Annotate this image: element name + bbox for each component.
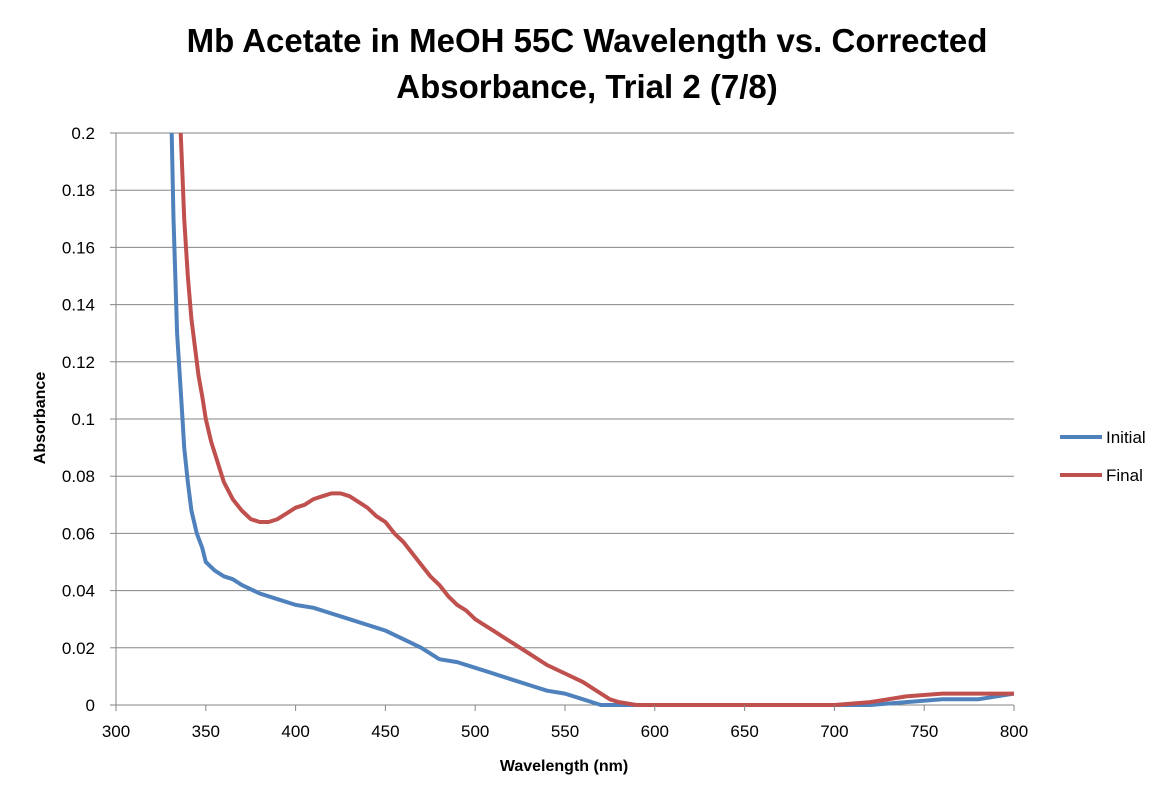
x-axis-ticks: 300 350 400 450 500 550 600 650 700 750 800: [102, 705, 1028, 741]
x-tick-label-2: 400: [281, 722, 309, 741]
y-axis-ticks: 0 0.02 0.04 0.06 0.08 0.1 0.12 0.14 0.16 0.18 0.2: [62, 124, 116, 715]
y-tick-label-4: 0.08: [62, 467, 95, 486]
x-tick-label-4: 500: [461, 722, 489, 741]
x-tick-label-8: 700: [820, 722, 848, 741]
y-tick-label-7: 0.14: [62, 296, 95, 315]
y-tick-label-6: 0.12: [62, 353, 95, 372]
x-tick-label-3: 450: [371, 722, 399, 741]
x-tick-label-1: 350: [192, 722, 220, 741]
y-tick-label-10: 0.2: [71, 124, 95, 143]
legend-label-initial: Initial: [1106, 428, 1146, 447]
series-line-final: [178, 133, 1014, 707]
plot-area: [169, 133, 1014, 707]
gridlines: [116, 132, 1014, 649]
legend-label-final: Final: [1106, 466, 1143, 485]
x-tick-label-0: 300: [102, 722, 130, 741]
x-tick-label-6: 600: [641, 722, 669, 741]
chart-title-line-1: Mb Acetate in MeOH 55C Wavelength vs. Co…: [187, 22, 988, 59]
y-tick-label-0: 0: [86, 696, 95, 715]
x-tick-label-10: 800: [1000, 722, 1028, 741]
x-tick-label-9: 750: [910, 722, 938, 741]
x-tick-label-5: 550: [551, 722, 579, 741]
y-tick-label-3: 0.06: [62, 524, 95, 543]
legend: Initial Final: [1060, 428, 1146, 485]
y-tick-label-1: 0.02: [62, 639, 95, 658]
y-tick-label-2: 0.04: [62, 582, 95, 601]
chart-title-line-2: Absorbance, Trial 2 (7/8): [396, 68, 777, 105]
x-axis-label: Wavelength (nm): [500, 758, 628, 775]
x-tick-label-7: 650: [730, 722, 758, 741]
y-tick-label-8: 0.16: [62, 238, 95, 257]
y-axis-label: Absorbance: [32, 372, 49, 465]
y-tick-label-9: 0.18: [62, 181, 95, 200]
y-tick-label-5: 0.1: [71, 410, 95, 429]
